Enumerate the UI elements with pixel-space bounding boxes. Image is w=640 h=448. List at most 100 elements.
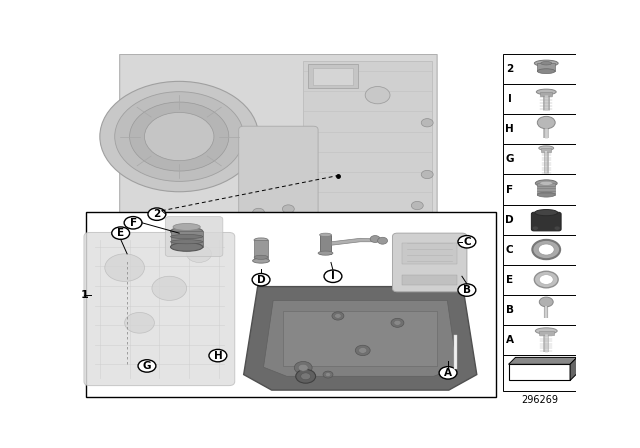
Circle shape: [370, 236, 380, 242]
Circle shape: [253, 208, 264, 216]
Circle shape: [358, 348, 367, 353]
Text: C: C: [506, 245, 513, 254]
Circle shape: [439, 366, 457, 379]
Text: 2: 2: [506, 65, 513, 74]
Bar: [502, 55, 576, 85]
Circle shape: [100, 82, 259, 192]
Circle shape: [538, 116, 555, 129]
Bar: [403, 275, 457, 285]
Text: I: I: [508, 95, 511, 104]
Ellipse shape: [170, 240, 203, 244]
Circle shape: [421, 119, 433, 127]
Circle shape: [355, 345, 370, 356]
Circle shape: [187, 245, 211, 263]
Text: D: D: [505, 215, 514, 224]
Circle shape: [294, 362, 312, 374]
Ellipse shape: [254, 238, 268, 242]
Ellipse shape: [536, 89, 556, 95]
Bar: [502, 354, 576, 391]
Bar: [303, 60, 432, 220]
Circle shape: [301, 373, 310, 380]
Circle shape: [534, 271, 558, 288]
Bar: [502, 234, 576, 264]
Circle shape: [365, 86, 390, 104]
Ellipse shape: [170, 227, 203, 236]
FancyBboxPatch shape: [392, 233, 467, 292]
FancyBboxPatch shape: [165, 216, 223, 257]
Ellipse shape: [170, 234, 203, 239]
FancyBboxPatch shape: [531, 212, 561, 231]
Circle shape: [325, 373, 331, 376]
Bar: [502, 294, 576, 324]
Circle shape: [209, 349, 227, 362]
Ellipse shape: [173, 224, 200, 230]
Ellipse shape: [535, 328, 557, 334]
Text: B: B: [463, 285, 471, 295]
Bar: [502, 264, 576, 294]
Polygon shape: [120, 55, 437, 226]
Circle shape: [538, 244, 554, 255]
Polygon shape: [509, 358, 577, 364]
Ellipse shape: [318, 251, 333, 255]
Text: F: F: [129, 218, 136, 228]
Circle shape: [421, 170, 433, 179]
Ellipse shape: [541, 61, 552, 65]
Bar: [502, 204, 576, 234]
Ellipse shape: [170, 243, 203, 251]
Circle shape: [347, 215, 359, 224]
Circle shape: [152, 276, 187, 301]
Circle shape: [148, 208, 166, 220]
Circle shape: [532, 240, 560, 259]
Circle shape: [112, 227, 130, 239]
Circle shape: [282, 205, 294, 213]
Ellipse shape: [535, 210, 557, 216]
Text: H: H: [505, 125, 514, 134]
FancyBboxPatch shape: [239, 126, 318, 220]
Circle shape: [532, 226, 538, 230]
Bar: [539, 331, 554, 336]
Text: 296269: 296269: [521, 395, 558, 405]
Bar: [254, 240, 268, 261]
Bar: [502, 115, 576, 145]
Circle shape: [312, 215, 324, 224]
Text: D: D: [257, 275, 266, 285]
Ellipse shape: [319, 233, 332, 237]
Bar: [540, 91, 552, 96]
Bar: [509, 364, 570, 380]
Text: G: G: [143, 361, 151, 371]
Circle shape: [324, 270, 342, 283]
Circle shape: [378, 237, 388, 244]
Circle shape: [458, 284, 476, 296]
Circle shape: [105, 254, 145, 281]
Circle shape: [540, 297, 553, 307]
Ellipse shape: [535, 180, 557, 187]
Circle shape: [458, 236, 476, 248]
Circle shape: [138, 360, 156, 372]
Bar: [538, 183, 555, 195]
Text: F: F: [506, 185, 513, 194]
Text: E: E: [506, 275, 513, 284]
Text: B: B: [506, 305, 513, 314]
Polygon shape: [570, 358, 577, 380]
Circle shape: [554, 226, 560, 230]
Ellipse shape: [538, 192, 555, 197]
Bar: [170, 231, 203, 247]
Text: A: A: [506, 335, 513, 345]
Circle shape: [129, 102, 229, 171]
Circle shape: [296, 370, 316, 383]
Circle shape: [540, 275, 553, 284]
Circle shape: [394, 320, 401, 325]
Ellipse shape: [253, 258, 269, 263]
Circle shape: [381, 215, 394, 224]
Text: C: C: [463, 237, 470, 247]
Text: 1: 1: [81, 290, 89, 300]
Ellipse shape: [534, 60, 558, 66]
Bar: [502, 145, 576, 174]
Bar: [502, 85, 576, 115]
Circle shape: [145, 112, 214, 161]
Text: E: E: [117, 228, 124, 238]
Circle shape: [391, 319, 404, 327]
Bar: [538, 63, 555, 71]
Text: I: I: [331, 271, 335, 281]
Polygon shape: [264, 301, 457, 376]
